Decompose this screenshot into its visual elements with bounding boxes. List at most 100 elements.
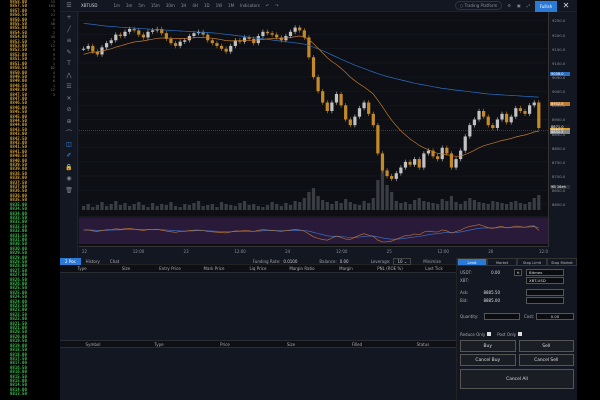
orderbook-row[interactable]: 8820.00	[0, 334, 57, 339]
orderbook-row[interactable]: 8815.00	[0, 378, 57, 383]
exchange-select[interactable]: Bitmex	[526, 268, 564, 276]
buy-button[interactable]: Buy	[460, 340, 516, 352]
orderbook-row[interactable]: 8840.50	[0, 153, 57, 158]
orderbook-row[interactable]: 8834.00	[0, 211, 57, 216]
orderbook-row[interactable]: 8830.50	[0, 241, 57, 246]
orderbook-row[interactable]: 8816.00	[0, 369, 57, 374]
orderbook-row[interactable]: 8821.50	[0, 321, 57, 326]
symbol-selector[interactable]: XBTUSD	[81, 3, 98, 8]
orderbook-row[interactable]: 8824.50	[0, 294, 57, 299]
column-header[interactable]: Margin Ratio	[289, 266, 315, 271]
interval-1w[interactable]: 1W	[215, 3, 223, 8]
orderbook-row[interactable]: 8855.00 1	[0, 26, 57, 31]
orderbook-row[interactable]: 8832.00	[0, 228, 57, 233]
orderbook-row[interactable]: 8848.00 12	[0, 87, 57, 92]
orderbook-row[interactable]: 8821.00	[0, 325, 57, 330]
pattern-icon[interactable]: ⋀	[66, 71, 72, 79]
orderbook-row[interactable]: 8833.00	[0, 219, 57, 224]
interval-1d[interactable]: 1D	[203, 3, 210, 8]
orderbook-row[interactable]: 8834.50	[0, 206, 57, 211]
screenshot-icon[interactable]: ▣	[517, 3, 521, 8]
orderbook-row[interactable]: 8844.50	[0, 118, 57, 123]
orderbook-row[interactable]: 8850.50 82	[0, 65, 57, 70]
magnet-icon[interactable]: ⌒	[65, 130, 72, 138]
orderbook-row[interactable]: 8829.00	[0, 255, 57, 260]
eye-icon[interactable]: ◉	[66, 175, 72, 183]
orderbook-row[interactable]: 8849.50 5	[0, 74, 57, 79]
orderbook-row[interactable]: 8815.50	[0, 374, 57, 379]
orderbook-row[interactable]: 8827.50	[0, 268, 57, 273]
orderbook-row[interactable]: 8852.00 9	[0, 52, 57, 57]
orderbook-row[interactable]: 8853.00 12	[0, 43, 57, 48]
interval-30m[interactable]: 30m	[165, 3, 175, 8]
remove-icon[interactable]: ✕	[66, 94, 72, 102]
orderbook-row[interactable]: 8839.50	[0, 162, 57, 167]
orderbook-row[interactable]: 8850.00 4	[0, 70, 57, 75]
column-header[interactable]: Size	[121, 266, 131, 271]
orderbook-row[interactable]: 8854.00 45	[0, 34, 57, 39]
tab-limit[interactable]: Limit	[457, 258, 487, 266]
orderbook-row[interactable]: 8847.00	[0, 96, 57, 101]
orderbook-row[interactable]: 8849.00 6	[0, 78, 57, 83]
column-header[interactable]: Mark Price	[203, 266, 225, 271]
ask-field[interactable]	[526, 288, 564, 296]
orderbook-row[interactable]: 8822.00	[0, 316, 57, 321]
leverage-select[interactable]: 10 ⌄	[393, 257, 412, 265]
text-icon[interactable]: T	[67, 60, 71, 68]
orderbook-row[interactable]: 8838.50	[0, 171, 57, 176]
orderbook-row[interactable]: 8818.50	[0, 347, 57, 352]
menu-icon[interactable]: ☰	[66, 2, 72, 9]
interval-3m[interactable]: 3m	[125, 3, 133, 8]
orderbook-row[interactable]: 8835.00	[0, 202, 57, 207]
orderbook-row[interactable]: 8844.00	[0, 122, 57, 127]
orderbook-row[interactable]: 8852.50 5	[0, 48, 57, 53]
fullscreen-icon[interactable]: ⤢	[526, 3, 530, 8]
orderbook-row[interactable]: 8854.50 2	[0, 30, 57, 35]
column-header[interactable]: Margin	[339, 266, 353, 271]
cancel-all-button[interactable]: Cancel All	[460, 369, 574, 389]
horizontal-line-icon[interactable]: ≡	[66, 37, 72, 45]
pencil-icon[interactable]: ✐	[66, 152, 72, 160]
orderbook-row[interactable]: 8813.50	[0, 391, 57, 396]
orderbook-row[interactable]: 8819.50	[0, 338, 57, 343]
column-header[interactable]: Entry Price	[159, 266, 181, 271]
orderbook-row[interactable]: 8842.00	[0, 140, 57, 145]
column-header[interactable]: Symbol	[85, 341, 101, 347]
orderbook-row[interactable]: 8827.00	[0, 272, 57, 277]
orderbook-row[interactable]: 8851.00 1	[0, 61, 57, 66]
column-header[interactable]: Type	[77, 266, 87, 271]
orderbook-row[interactable]: 8830.00	[0, 246, 57, 251]
reduce-only-checkbox[interactable]	[487, 332, 492, 336]
orderbook-row[interactable]: 8857.00 3	[0, 8, 57, 13]
trading-platform-button[interactable]: ○ Trading Platform	[454, 1, 503, 10]
cancel-buy-button[interactable]: Cancel Buy	[460, 354, 516, 366]
orderbook-row[interactable]: 8829.50	[0, 250, 57, 255]
redo-icon[interactable]: ↷	[275, 3, 279, 8]
orderbook-row[interactable]: 8824.00	[0, 299, 57, 304]
column-header[interactable]: Last Tick	[425, 266, 443, 271]
interval-1h[interactable]: 1H	[180, 3, 187, 8]
orderbook-row[interactable]: 8825.00	[0, 290, 57, 295]
lock-drawing-icon[interactable]: ◫	[66, 140, 72, 148]
trend-line-icon[interactable]: ╱	[67, 25, 71, 33]
orderbook-row[interactable]: 8841.00	[0, 149, 57, 154]
close-icon[interactable]: ✕	[562, 1, 570, 10]
orderbook-row[interactable]: 8818.00	[0, 352, 57, 357]
orderbook-row[interactable]: 8823.00	[0, 308, 57, 313]
bid-field[interactable]	[526, 296, 564, 304]
brush-icon[interactable]: ✎	[66, 48, 72, 56]
column-header[interactable]: Liq Price	[249, 266, 267, 271]
interval-5m[interactable]: 5m	[138, 3, 145, 8]
interval-1m[interactable]: 1M	[228, 3, 235, 8]
orderbook-row[interactable]: 8845.00	[0, 114, 57, 119]
orderbook-row[interactable]: 8819.00	[0, 343, 57, 348]
indicators-button[interactable]: Indicators	[240, 3, 260, 8]
orderbook-row[interactable]: 8833.50	[0, 215, 57, 220]
orderbook-row[interactable]: 8820.50	[0, 330, 57, 335]
orderbook-row[interactable]: 8837.00	[0, 184, 57, 189]
minimize-button[interactable]: Minimize	[423, 258, 441, 264]
orderbook-row[interactable]: 8840.00	[0, 158, 57, 163]
orderbook-row[interactable]: 8843.50	[0, 127, 57, 132]
cost-field[interactable]: 0.00	[536, 312, 574, 320]
price-chart[interactable]	[79, 12, 548, 246]
